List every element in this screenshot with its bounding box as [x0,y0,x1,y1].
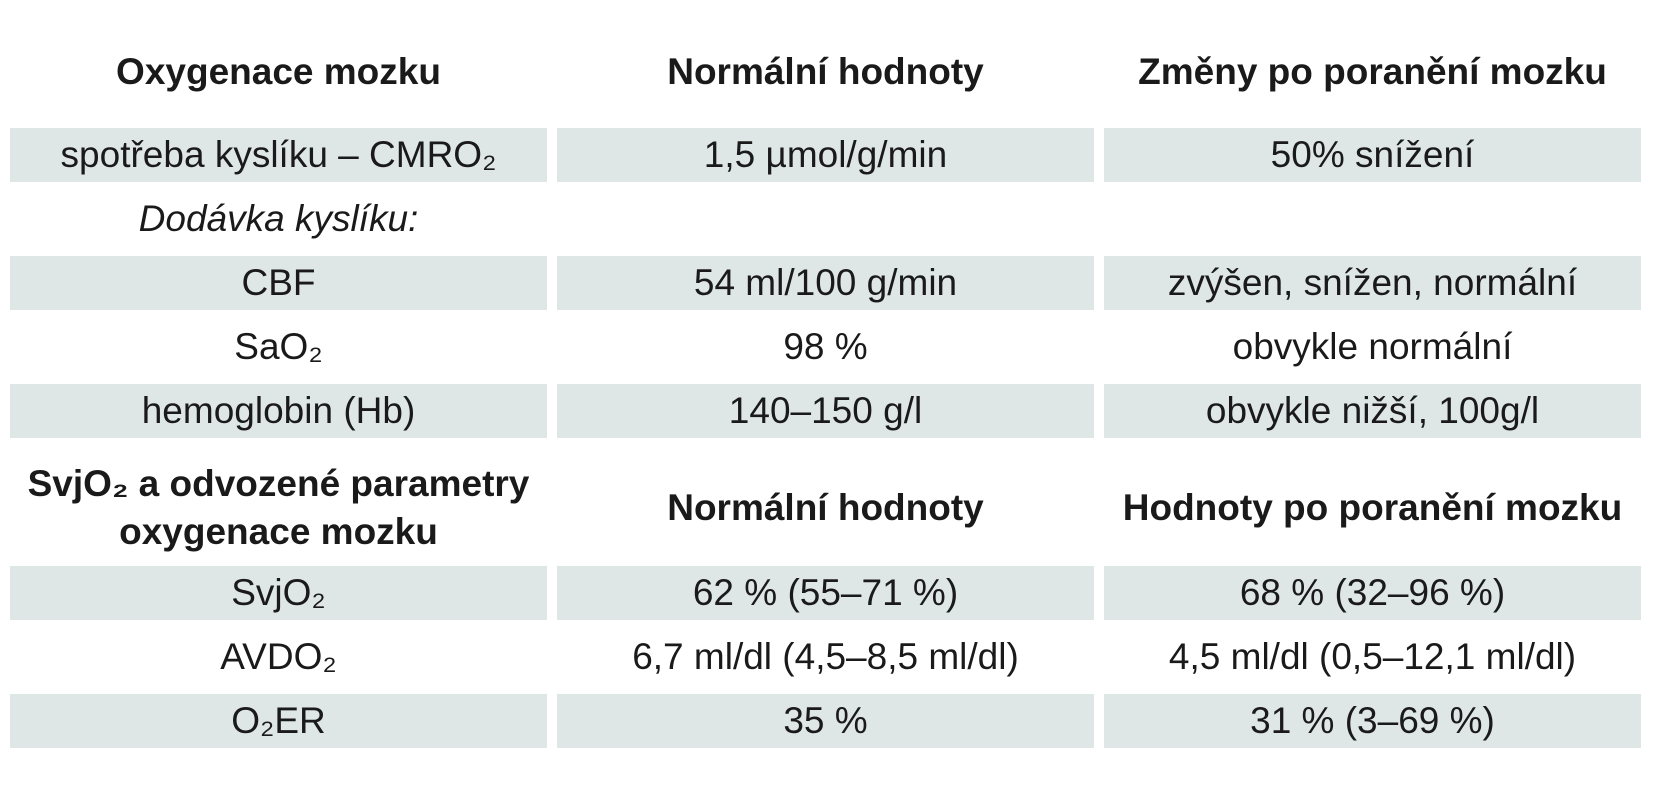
header-cell: Oxygenace mozku [116,51,441,92]
table-cell: SvjO₂ [10,566,547,620]
table-cell: 54 ml/100 g/min [557,256,1094,310]
table-cell: Dodávka kyslíku: [138,198,419,239]
table-cell: obvykle nižší, 100g/l [1104,384,1641,438]
table-cell: 50% snížení [1104,128,1641,182]
table-cell: spotřeba kyslíku – CMRO₂ [10,128,547,182]
data-row: SvjO₂ 62 % (55–71 %) 68 % (32–96 %) [10,566,1641,620]
header-cell: Hodnoty po poranění mozku [1122,487,1623,528]
table-cell: obvykle normální [1232,326,1513,367]
table-cell: hemoglobin (Hb) [10,384,547,438]
table-cell: 68 % (32–96 %) [1104,566,1641,620]
page-body: {"table": {"sections": [ {"header": ["Ox… [0,4,1662,804]
data-row: O₂ER 35 % 31 % (3–69 %) [10,694,1641,748]
header-cell: Změny po poranění mozku [1138,51,1607,92]
table-cell: 35 % [557,694,1094,748]
table-cell: 140–150 g/l [557,384,1094,438]
table-cell: 1,5 µmol/g/min [557,128,1094,182]
header-cell: Normální hodnoty [667,487,984,528]
data-row: spotřeba kyslíku – CMRO₂ 1,5 µmol/g/min 50… [10,128,1641,182]
data-row: Dodávka kyslíku: [10,192,1641,246]
header-row: Oxygenace mozku Normální hodnoty Změny po … [10,14,1641,118]
data-row: CBF 54 ml/100 g/min zvýšen, snížen, normál… [10,256,1641,310]
oxygenation-table: Oxygenace mozku Normální hodnoty Změny po … [0,4,1651,758]
table-cell: zvýšen, snížen, normální [1104,256,1641,310]
data-row: hemoglobin (Hb) 140–150 g/l obvykle nižší,… [10,384,1641,438]
header-cell: SvjO₂ a odvozené para­metry oxygenace mo… [27,463,530,552]
data-row: SaO₂ 98 % obvykle normální [10,320,1641,374]
table-body: Oxygenace mozku Normální hodnoty Změny po … [10,14,1641,748]
table-cell: SaO₂ [234,326,323,367]
table-cell: CBF [10,256,547,310]
data-row: AVDO₂ 6,7 ml/dl (4,5–8,5 ml/dl) 4,5 ml/dl … [10,630,1641,684]
header-row: SvjO₂ a odvozené para­metry oxygenace mo… [10,448,1641,556]
table-cell: AVDO₂ [220,636,337,677]
empty-cell [557,192,1094,246]
table-cell: 62 % (55–71 %) [557,566,1094,620]
header-cell: Normální hodnoty [667,51,984,92]
table-cell: 6,7 ml/dl (4,5–8,5 ml/dl) [632,636,1019,677]
table-cell: 31 % (3–69 %) [1104,694,1641,748]
table-cell: O₂ER [10,694,547,748]
empty-cell [1104,192,1641,246]
table-cell: 98 % [783,326,868,367]
table-cell: 4,5 ml/dl (0,5–12,1 ml/dl) [1168,636,1577,677]
